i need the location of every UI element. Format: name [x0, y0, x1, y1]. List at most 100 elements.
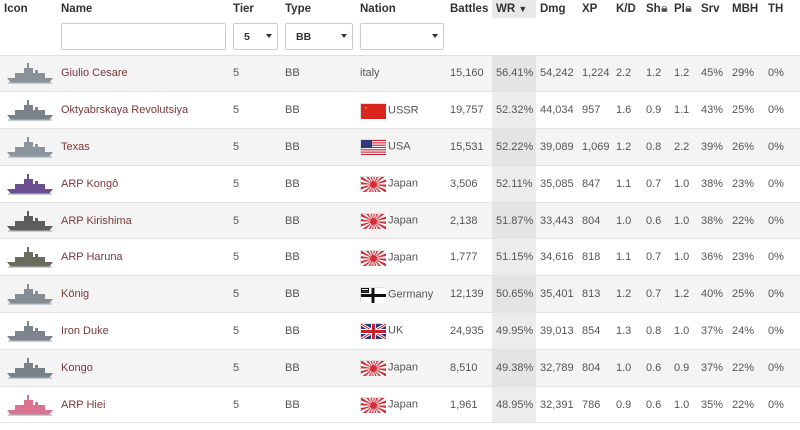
ship-name-link[interactable]: ARP Haruna: [61, 251, 123, 263]
main-battery-hit-cell: 23%: [728, 165, 764, 202]
col-header-name[interactable]: Name: [57, 0, 229, 18]
survival-cell: 36%: [697, 239, 728, 276]
col-header-xp[interactable]: XP: [578, 0, 612, 18]
kd-cell: 1.3: [612, 313, 642, 350]
winrate-cell: 52.22%: [492, 129, 536, 166]
col-header-dmg[interactable]: Dmg: [536, 0, 578, 18]
table-row: ARP Haruna 5 BB Japan 1,777 51.15% 34,616 818 1.…: [0, 239, 800, 276]
ship-name-link[interactable]: Texas: [61, 141, 90, 153]
col-header-th[interactable]: TH: [764, 0, 800, 18]
winrate-cell: 52.32%: [492, 92, 536, 129]
kd-cell: 1.2: [612, 129, 642, 166]
col-header-tier[interactable]: Tier: [229, 0, 281, 18]
damage-cell: 35,085: [536, 165, 578, 202]
battles-cell: 1,961: [446, 386, 492, 423]
nation-label: Germany: [388, 288, 433, 300]
ship-name-link[interactable]: ARP Hiei: [61, 399, 105, 411]
nation-label: Japan: [388, 399, 418, 411]
ship-name-cell: ARP Kongô: [57, 165, 229, 202]
main-battery-hit-cell: 23%: [728, 239, 764, 276]
xp-cell: 1,069: [578, 129, 612, 166]
col-header-sh-label: Sh: [646, 3, 661, 15]
tier-cell: 5: [229, 313, 281, 350]
damage-cell: 39,013: [536, 313, 578, 350]
uk-flag-icon: [360, 323, 385, 338]
tier-filter-select[interactable]: 5: [233, 23, 278, 50]
nation-filter-select[interactable]: [360, 23, 444, 50]
nation-cell: Germany: [356, 276, 446, 313]
ship-name-link[interactable]: Iron Duke: [61, 325, 109, 337]
planes-killed-cell: 1.0: [670, 239, 697, 276]
ships-killed-cell: 0.7: [642, 276, 670, 313]
col-header-battles[interactable]: Battles: [446, 0, 492, 18]
table-row: Texas 5 BB USA 15,531 52.22% 39,089 1,069 1.2 0.8…: [0, 129, 800, 166]
kd-cell: 2.2: [612, 55, 642, 92]
ship-silhouette-icon: [4, 171, 57, 197]
kd-cell: 1.1: [612, 165, 642, 202]
kd-cell: 1.0: [612, 349, 642, 386]
col-header-type[interactable]: Type: [281, 0, 356, 18]
planes-killed-cell: 1.0: [670, 386, 697, 423]
ship-name-link[interactable]: Oktyabrskaya Revolutsiya: [61, 104, 188, 116]
xp-cell: 813: [578, 276, 612, 313]
ship-icon-cell: [0, 276, 57, 313]
winrate-cell: 48.95%: [492, 386, 536, 423]
ship-silhouette-icon: [4, 134, 57, 160]
type-filter-select[interactable]: BB: [285, 23, 353, 50]
nation-cell: Japan: [356, 386, 446, 423]
nation-label: italy: [360, 67, 380, 79]
chevron-down-icon: [266, 34, 272, 38]
torpedo-hit-cell: 0%: [764, 202, 800, 239]
nation-cell: USSR: [356, 92, 446, 129]
damage-cell: 32,789: [536, 349, 578, 386]
main-battery-hit-cell: 29%: [728, 55, 764, 92]
col-header-kd[interactable]: K/D: [612, 0, 642, 18]
torpedo-hit-cell: 0%: [764, 386, 800, 423]
col-header-wr[interactable]: WR ▼: [492, 0, 536, 18]
chevron-down-icon: [341, 34, 347, 38]
kd-cell: 0.9: [612, 386, 642, 423]
winrate-cell: 50.65%: [492, 276, 536, 313]
planes-killed-cell: 0.9: [670, 349, 697, 386]
col-header-nation[interactable]: Nation: [356, 0, 446, 18]
col-header-mbh[interactable]: MBH: [728, 0, 764, 18]
col-header-icon[interactable]: Icon: [0, 0, 57, 18]
type-cell: BB: [281, 349, 356, 386]
ship-name-link[interactable]: Giulio Cesare: [61, 67, 128, 79]
col-header-srv[interactable]: Srv: [697, 0, 728, 18]
ship-name-link[interactable]: Kongo: [61, 362, 93, 374]
ship-silhouette-icon: [4, 392, 57, 418]
nation-label: Japan: [388, 251, 418, 263]
type-cell: BB: [281, 313, 356, 350]
torpedo-hit-cell: 0%: [764, 313, 800, 350]
ship-icon-cell: [0, 202, 57, 239]
ships-killed-cell: 0.9: [642, 92, 670, 129]
planes-killed-cell: 1.0: [670, 165, 697, 202]
table-row: Giulio Cesare 5 BB italy 15,160 56.41% 54,242 1…: [0, 55, 800, 92]
ships-killed-cell: 0.7: [642, 165, 670, 202]
japan-flag-icon: [360, 397, 385, 412]
ship-name-link[interactable]: König: [61, 288, 89, 300]
name-filter-input[interactable]: [61, 23, 226, 50]
damage-cell: 33,443: [536, 202, 578, 239]
torpedo-hit-cell: 0%: [764, 129, 800, 166]
main-battery-hit-cell: 25%: [728, 92, 764, 129]
ussr-flag-icon: [360, 103, 385, 118]
tier-cell: 5: [229, 386, 281, 423]
germany-flag-icon: [360, 287, 385, 302]
ship-name-cell: Giulio Cesare: [57, 55, 229, 92]
survival-cell: 37%: [697, 349, 728, 386]
planes-killed-cell: 2.2: [670, 129, 697, 166]
planes-killed-cell: 1.2: [670, 276, 697, 313]
type-cell: BB: [281, 55, 356, 92]
xp-cell: 1,224: [578, 55, 612, 92]
ship-name-link[interactable]: ARP Kongô: [61, 178, 118, 190]
ship-name-cell: Texas: [57, 129, 229, 166]
planes-killed-cell: 1.0: [670, 313, 697, 350]
ship-name-cell: Oktyabrskaya Revolutsiya: [57, 92, 229, 129]
battles-cell: 1,777: [446, 239, 492, 276]
ship-name-link[interactable]: ARP Kirishima: [61, 215, 132, 227]
col-header-pl[interactable]: Pl☠: [670, 0, 697, 18]
ships-killed-cell: 0.8: [642, 129, 670, 166]
col-header-sh[interactable]: Sh☠: [642, 0, 670, 18]
